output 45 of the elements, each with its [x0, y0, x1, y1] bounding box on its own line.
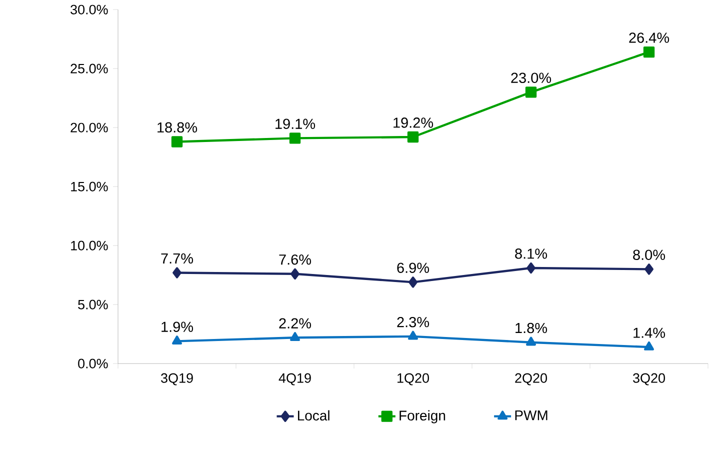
- data-label: 19.1%: [276, 118, 316, 130]
- x-tick-label: 1Q20: [398, 373, 429, 386]
- data-label: 18.8%: [158, 122, 198, 133]
- data-label: 1.9%: [162, 322, 194, 332]
- data-label: 26.4%: [629, 32, 670, 43]
- legend-label: Local: [298, 410, 330, 421]
- point: [171, 136, 183, 148]
- point: [644, 341, 654, 350]
- point: [407, 131, 419, 143]
- point: [643, 46, 655, 58]
- data-label: 19.2%: [394, 118, 434, 128]
- point: [290, 332, 300, 341]
- point: [290, 268, 300, 280]
- data-label: 8.0%: [633, 250, 666, 260]
- y-tick-label: 5.0%: [78, 300, 108, 310]
- point: [526, 262, 536, 274]
- point: [408, 330, 418, 340]
- x-tick-label: 4Q19: [278, 373, 311, 386]
- point: [525, 86, 537, 98]
- y-tick-label: 15.0%: [71, 182, 108, 192]
- x-tick-label: 3Q20: [633, 373, 665, 386]
- data-label: 2.2%: [279, 318, 312, 328]
- y-tick-label: 25.0%: [70, 64, 108, 74]
- y-tick-label: 10.0%: [71, 240, 108, 250]
- legend-label: PWM: [515, 410, 548, 420]
- point: [172, 267, 182, 278]
- legend-label: Foreign: [400, 410, 446, 424]
- data-label: 2.3%: [397, 316, 430, 328]
- data-label: 7.6%: [279, 254, 312, 265]
- data-label: 1.8%: [516, 322, 548, 334]
- point: [289, 132, 301, 144]
- x-tick-label: 3Q19: [161, 373, 193, 386]
- data-label: 6.9%: [397, 262, 430, 273]
- point: [644, 264, 654, 275]
- y-tick-label: 20.0%: [70, 122, 108, 132]
- point: [172, 336, 182, 345]
- data-label: 23.0%: [511, 72, 552, 83]
- point: [526, 336, 536, 346]
- data-label: 8.1%: [515, 248, 548, 259]
- data-label: 7.7%: [161, 253, 194, 264]
- y-tick-label: 0.0%: [78, 358, 108, 368]
- y-tick-label: 30.0%: [70, 4, 108, 14]
- x-tick-label: 2Q20: [515, 373, 547, 386]
- data-label: 1.4%: [634, 328, 666, 338]
- point: [408, 276, 418, 288]
